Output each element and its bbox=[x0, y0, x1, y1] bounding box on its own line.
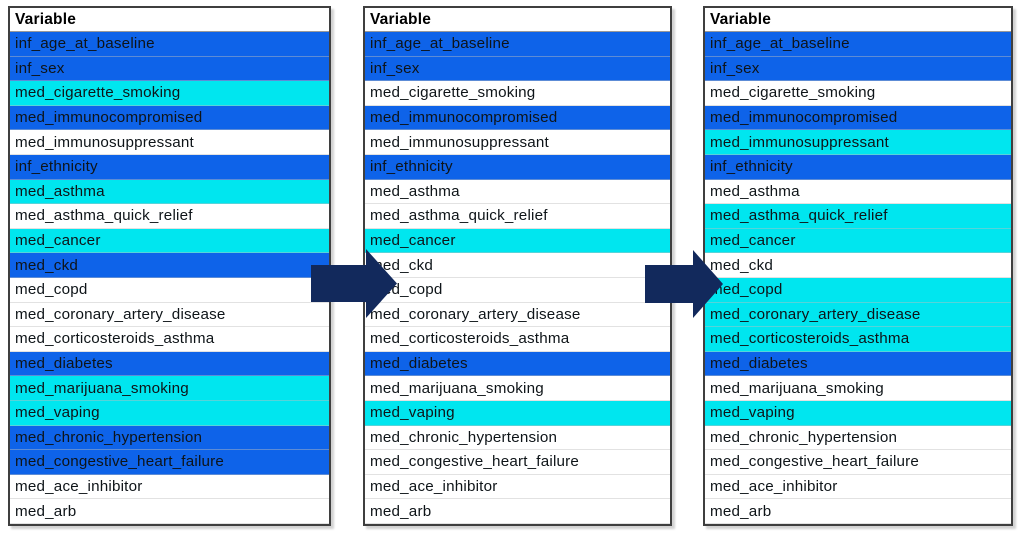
table-row: med_congestive_heart_failure bbox=[365, 450, 670, 475]
table-row: med_cigarette_smoking bbox=[10, 81, 329, 106]
table-row: med_immunocompromised bbox=[365, 105, 670, 131]
table-row: inf_ethnicity bbox=[365, 154, 670, 180]
table-header: Variable bbox=[705, 8, 1011, 32]
table-row: inf_ethnicity bbox=[705, 154, 1011, 180]
table-row: med_diabetes bbox=[365, 351, 670, 377]
table-row: inf_age_at_baseline bbox=[705, 32, 1011, 57]
table-row: inf_age_at_baseline bbox=[365, 32, 670, 57]
table-row: med_copd bbox=[365, 277, 670, 303]
table-row: med_vaping bbox=[705, 400, 1011, 426]
table-row: med_arb bbox=[10, 499, 329, 524]
table-row: med_immunosuppressant bbox=[10, 130, 329, 155]
table-row: med_marijuana_smoking bbox=[365, 376, 670, 401]
table-row: med_cancer bbox=[705, 228, 1011, 254]
right-arrow-shape bbox=[645, 250, 723, 318]
table-row: med_asthma_quick_relief bbox=[10, 204, 329, 229]
table-row: med_copd bbox=[10, 277, 329, 303]
table-row: med_chronic_hypertension bbox=[705, 425, 1011, 451]
right-arrow-icon bbox=[645, 250, 723, 318]
table-row: med_asthma bbox=[705, 179, 1011, 205]
table-row: med_coronary_artery_disease bbox=[365, 302, 670, 328]
table-row: med_coronary_artery_disease bbox=[705, 302, 1011, 328]
variable-table-stage-3: Variable inf_age_at_baseline inf_sex med_c… bbox=[703, 6, 1013, 526]
table-row: med_ckd bbox=[10, 253, 329, 278]
table-row: inf_sex bbox=[10, 56, 329, 82]
table-row: med_cancer bbox=[365, 228, 670, 254]
table-row: med_copd bbox=[705, 277, 1011, 303]
table-row: med_cigarette_smoking bbox=[705, 81, 1011, 106]
table-row: med_vaping bbox=[365, 400, 670, 426]
table-row: med_vaping bbox=[10, 400, 329, 426]
table-row: inf_sex bbox=[365, 56, 670, 82]
table-row: med_immunocompromised bbox=[705, 105, 1011, 131]
table-row: med_diabetes bbox=[705, 351, 1011, 377]
table-row: inf_sex bbox=[705, 56, 1011, 82]
table-row: med_immunosuppressant bbox=[365, 130, 670, 155]
table-row: med_ace_inhibitor bbox=[10, 474, 329, 500]
table-row: med_congestive_heart_failure bbox=[10, 450, 329, 475]
table-row: med_corticosteroids_asthma bbox=[705, 327, 1011, 352]
table-row: med_ace_inhibitor bbox=[365, 474, 670, 500]
table-row: inf_age_at_baseline bbox=[10, 32, 329, 57]
table-row: inf_ethnicity bbox=[10, 154, 329, 180]
table-row: med_corticosteroids_asthma bbox=[10, 327, 329, 352]
variable-table-stage-2: Variable inf_age_at_baseline inf_sex med_c… bbox=[363, 6, 672, 526]
table-row: med_asthma_quick_relief bbox=[705, 204, 1011, 229]
table-row: med_immunocompromised bbox=[10, 105, 329, 131]
table-row: med_asthma bbox=[10, 179, 329, 205]
table-row: med_marijuana_smoking bbox=[10, 376, 329, 401]
table-row: med_asthma bbox=[365, 179, 670, 205]
table-row: med_cigarette_smoking bbox=[365, 81, 670, 106]
right-arrow-shape bbox=[311, 249, 397, 318]
table-header: Variable bbox=[365, 8, 670, 32]
variable-table-stage-1: Variable inf_age_at_baseline inf_sex med_c… bbox=[8, 6, 331, 526]
table-header: Variable bbox=[10, 8, 329, 32]
table-row: med_diabetes bbox=[10, 351, 329, 377]
table-row: med_ckd bbox=[705, 253, 1011, 278]
right-arrow-icon bbox=[311, 249, 397, 318]
table-row: med_arb bbox=[365, 499, 670, 524]
table-row: med_arb bbox=[705, 499, 1011, 524]
table-row: med_chronic_hypertension bbox=[10, 425, 329, 451]
table-row: med_chronic_hypertension bbox=[365, 425, 670, 451]
table-row: med_corticosteroids_asthma bbox=[365, 327, 670, 352]
table-row: med_ace_inhibitor bbox=[705, 474, 1011, 500]
table-row: med_ckd bbox=[365, 253, 670, 278]
table-row: med_immunosuppressant bbox=[705, 130, 1011, 155]
table-row: med_cancer bbox=[10, 228, 329, 254]
table-row: med_marijuana_smoking bbox=[705, 376, 1011, 401]
table-row: med_asthma_quick_relief bbox=[365, 204, 670, 229]
table-row: med_coronary_artery_disease bbox=[10, 302, 329, 328]
table-row: med_congestive_heart_failure bbox=[705, 450, 1011, 475]
